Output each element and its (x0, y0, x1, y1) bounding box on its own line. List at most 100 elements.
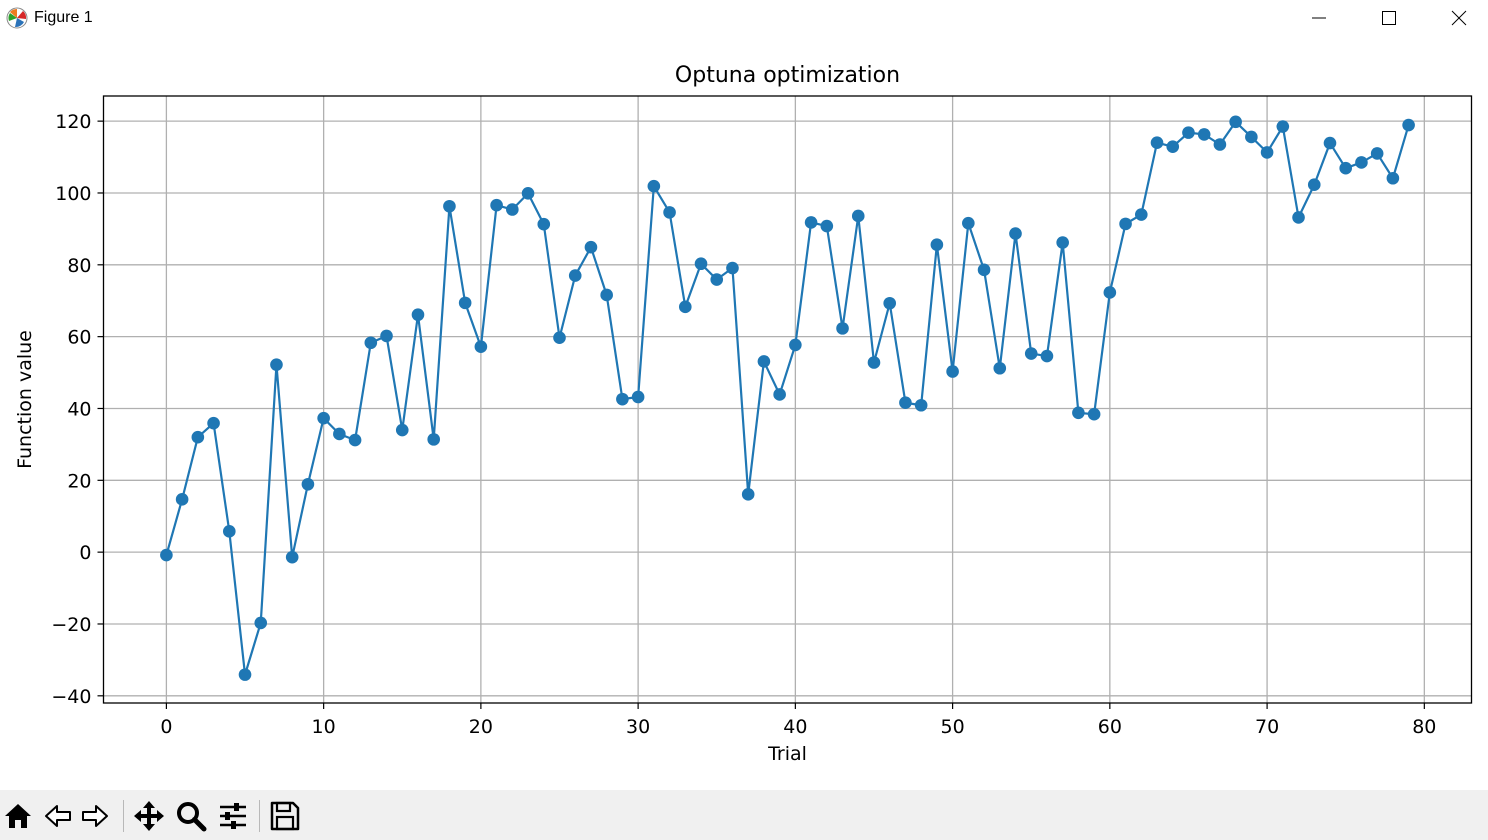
data-point (914, 398, 928, 412)
y-tick-label: 100 (55, 183, 91, 205)
data-point (1103, 286, 1117, 299)
y-tick-label: 0 (79, 542, 91, 564)
y-tick-label: 60 (67, 327, 91, 349)
data-point (899, 396, 912, 410)
x-tick-label: 70 (1255, 716, 1279, 738)
data-point (1229, 115, 1242, 129)
data-point (836, 322, 849, 335)
window-titlebar: Figure 1 (0, 0, 1488, 38)
save-button[interactable] (267, 798, 303, 834)
data-point (883, 296, 897, 310)
y-tick-label: 120 (55, 111, 91, 133)
data-point (663, 206, 676, 219)
home-button[interactable] (0, 798, 36, 834)
data-point (993, 361, 1007, 375)
data-point (962, 216, 975, 230)
forward-button[interactable] (77, 798, 113, 834)
toolbar-separator (259, 800, 260, 832)
data-point (930, 238, 944, 251)
back-arrow-icon (45, 805, 71, 827)
data-point (1072, 406, 1085, 420)
data-point (490, 198, 503, 212)
data-point (160, 548, 173, 562)
figure-canvas[interactable]: 0 10 20 30 40 50 60 70 80 −40 −20 0 20 40 60 80 100 120 O… (0, 38, 1488, 790)
data-point (443, 199, 456, 213)
data-point (1355, 156, 1368, 169)
data-point (757, 355, 771, 368)
x-tick-label: 80 (1412, 716, 1436, 738)
back-button[interactable] (40, 798, 76, 834)
x-tick-label: 60 (1098, 716, 1122, 738)
data-point (285, 550, 299, 564)
y-tick-label: −20 (51, 614, 91, 636)
close-icon (1451, 10, 1467, 26)
data-point (175, 493, 189, 506)
x-tick-label: 0 (160, 716, 172, 738)
pan-move-icon (134, 801, 164, 831)
data-point (380, 329, 393, 343)
data-point (741, 488, 755, 501)
minimize-icon (1312, 17, 1326, 19)
maximize-icon (1382, 11, 1396, 25)
navigation-toolbar (0, 790, 1488, 840)
y-axis-label: Function value (14, 330, 36, 469)
data-point (364, 336, 378, 350)
data-point (710, 273, 724, 286)
data-point (1040, 349, 1054, 363)
matplotlib-app-icon (6, 7, 28, 29)
home-icon (5, 804, 31, 828)
data-point (1307, 178, 1321, 192)
data-point (616, 392, 629, 406)
data-point (1386, 171, 1400, 185)
data-point (1245, 130, 1258, 144)
data-point (946, 365, 959, 378)
data-point (1087, 407, 1101, 421)
data-point (773, 388, 786, 401)
data-point (254, 616, 268, 630)
data-point (1024, 347, 1038, 360)
data-point (1370, 147, 1384, 160)
data-point (851, 209, 865, 223)
data-point (804, 216, 818, 229)
data-point (867, 356, 881, 369)
data-point (568, 269, 582, 282)
data-point (647, 179, 661, 193)
data-point (458, 296, 472, 310)
maximize-button[interactable] (1354, 0, 1424, 36)
toolbar-separator (123, 800, 124, 832)
forward-arrow-icon (82, 805, 108, 827)
data-point (1323, 136, 1337, 150)
data-point (474, 340, 488, 354)
data-point (301, 477, 315, 491)
data-point (395, 423, 409, 437)
data-point (1182, 126, 1195, 139)
data-point (317, 411, 330, 425)
x-tick-label: 50 (941, 716, 965, 738)
data-point (789, 338, 802, 352)
data-point (1292, 211, 1305, 224)
close-button[interactable] (1424, 0, 1488, 36)
data-point (270, 358, 283, 371)
save-disk-icon (270, 801, 300, 831)
minimize-button[interactable] (1284, 0, 1354, 36)
x-tick-label: 30 (626, 716, 650, 738)
x-tick-label: 40 (783, 716, 807, 738)
y-tick-label: 80 (67, 255, 91, 277)
data-point (427, 433, 441, 446)
data-point (1260, 146, 1274, 159)
data-point (348, 433, 362, 447)
data-point (726, 261, 739, 275)
zoom-magnifier-icon (177, 802, 207, 832)
configure-subplots-icon (220, 803, 246, 829)
pan-button[interactable] (131, 798, 167, 834)
data-point (977, 263, 991, 277)
data-point (1339, 161, 1353, 175)
zoom-button[interactable] (173, 798, 209, 834)
y-tick-label: 20 (67, 470, 91, 492)
data-point (222, 525, 236, 538)
data-point (694, 257, 708, 271)
data-point (553, 331, 566, 345)
configure-subplots-button[interactable] (215, 798, 251, 834)
data-point (678, 300, 692, 314)
data-point (600, 288, 613, 302)
